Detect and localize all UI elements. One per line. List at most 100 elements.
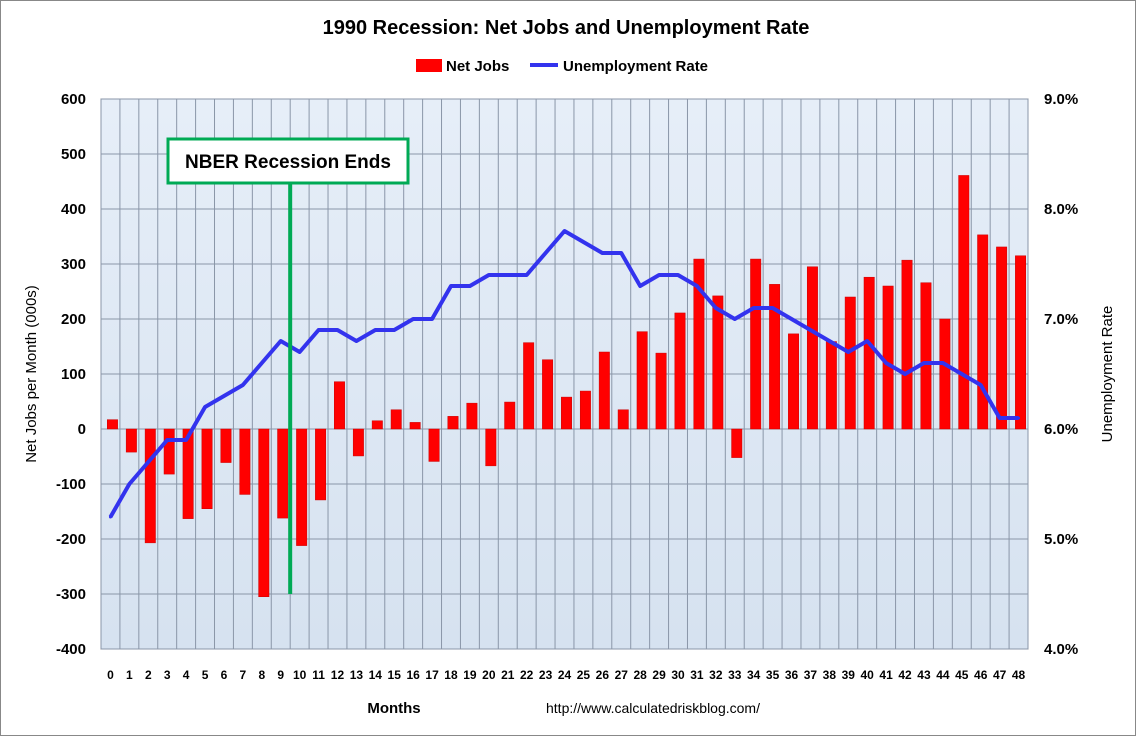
net-jobs-bar: [220, 428, 232, 463]
unemployment-rate-point: [184, 438, 188, 442]
x-tick-label: 45: [955, 668, 969, 682]
unemployment-rate-point: [203, 405, 207, 409]
recession-annotation: NBER Recession Ends: [166, 137, 410, 594]
unemployment-rate-point: [827, 339, 831, 343]
net-jobs-bar: [504, 401, 516, 430]
unemployment-rate-point: [657, 273, 661, 277]
unemployment-line-group: [108, 229, 1021, 519]
x-tick-label: 30: [671, 668, 685, 682]
y-tick-label: 400: [61, 201, 86, 218]
unemployment-rate-point: [790, 317, 794, 321]
net-jobs-bar: [674, 312, 686, 430]
net-jobs-bar: [182, 428, 194, 519]
net-jobs-bar: [315, 428, 327, 501]
x-tick-label: 10: [293, 668, 307, 682]
unemployment-rate-point: [695, 284, 699, 288]
y-tick-label: 300: [61, 256, 86, 273]
net-jobs-bar: [466, 402, 478, 430]
net-jobs-bar: [239, 428, 251, 495]
unemployment-rate-point: [998, 416, 1002, 420]
right-axis-ticks: 9.0% 8.0% 7.0% 6.0% 5.0% 4.0%: [1044, 91, 1078, 658]
x-tick-label: 39: [842, 668, 856, 682]
y-axis-label: Net Jobs per Month (000s): [23, 285, 40, 463]
unemployment-rate-point: [638, 284, 642, 288]
unemployment-rate-point: [146, 460, 150, 464]
x-tick-label: 26: [596, 668, 610, 682]
x-tick-label: 17: [425, 668, 439, 682]
x-tick-label: 41: [879, 668, 893, 682]
unemployment-rate-point: [619, 251, 623, 255]
net-jobs-bar: [693, 258, 705, 430]
x-tick-label: 7: [240, 668, 247, 682]
x-axis-ticks: 0 1 2 3 4 5 6 7 8 9 10 11 12 13 14 15 16 17 18 19 20 21 22 23 24…: [107, 668, 1025, 682]
unemployment-rate-point: [279, 339, 283, 343]
net-jobs-bar: [636, 331, 648, 430]
y-tick-label: 100: [61, 366, 86, 383]
unemployment-rate-point: [468, 284, 472, 288]
net-jobs-bar: [352, 428, 364, 457]
x-tick-label: 38: [823, 668, 837, 682]
unemployment-rate-point: [922, 361, 926, 365]
net-jobs-bar: [617, 409, 629, 430]
unemployment-rate-point: [506, 273, 510, 277]
x-tick-label: 40: [861, 668, 875, 682]
y-tick-label: 500: [61, 146, 86, 163]
source-url: http://www.calculatedriskblog.com/: [546, 700, 760, 716]
net-jobs-bar: [371, 420, 383, 430]
y2-tick-label: 4.0%: [1044, 641, 1078, 658]
x-tick-label: 28: [633, 668, 647, 682]
net-jobs-bar: [788, 333, 799, 430]
unemployment-rate-point: [298, 350, 302, 354]
unemployment-rate-point: [127, 482, 131, 486]
x-tick-label: 6: [221, 668, 228, 682]
legend: Net Jobs Unemployment Rate: [416, 58, 708, 75]
x-tick-label: 37: [804, 668, 818, 682]
y2-tick-label: 6.0%: [1044, 421, 1078, 438]
net-jobs-bar: [390, 409, 402, 430]
net-jobs-bar: [447, 416, 459, 430]
x-tick-label: 19: [463, 668, 477, 682]
net-jobs-bar: [806, 266, 818, 430]
annotation-text: NBER Recession Ends: [185, 152, 391, 173]
unemployment-rate-point: [733, 317, 737, 321]
annotation-box: [166, 137, 410, 185]
left-axis-ticks: 600 500 400 300 200 100 0 -100 -200 -300 -400: [56, 91, 86, 658]
y2-axis-label: Unemployment Rate: [1099, 306, 1116, 443]
x-tick-label: 24: [558, 668, 572, 682]
net-jobs-bar: [750, 258, 762, 430]
unemployment-rate-point: [1017, 416, 1021, 420]
net-jobs-bar: [655, 352, 667, 430]
x-tick-label: 0: [107, 668, 114, 682]
unemployment-rate-point: [960, 372, 964, 376]
unemployment-rate-point: [752, 306, 756, 310]
net-jobs-bar: [144, 428, 156, 544]
x-tick-label: 43: [917, 668, 931, 682]
x-tick-label: 44: [936, 668, 950, 682]
net-jobs-bar: [296, 428, 308, 546]
gridlines: [100, 98, 1029, 650]
net-jobs-bar: [769, 284, 781, 430]
net-jobs-bar: [977, 234, 989, 430]
x-tick-label: 5: [202, 668, 209, 682]
net-jobs-bar: [844, 296, 856, 430]
y2-tick-label: 7.0%: [1044, 311, 1078, 328]
unemployment-rate-point: [335, 328, 339, 332]
net-jobs-bar: [485, 428, 497, 467]
net-jobs-bar: [958, 175, 970, 430]
x-axis-label: Months: [367, 700, 420, 717]
unemployment-rate-point: [846, 350, 850, 354]
unemployment-rate-point: [108, 515, 112, 519]
x-tick-label: 13: [350, 668, 364, 682]
legend-label-net-jobs: Net Jobs: [446, 58, 509, 75]
x-tick-label: 11: [312, 668, 325, 682]
unemployment-rate-point: [563, 229, 566, 233]
unemployment-rate-point: [941, 361, 945, 365]
y-tick-label: -100: [56, 476, 86, 493]
x-tick-label: 25: [577, 668, 591, 682]
net-jobs-bar: [125, 428, 137, 453]
unemployment-rate-point: [487, 273, 491, 277]
net-jobs-bar: [542, 359, 554, 430]
unemployment-rate-point: [544, 251, 548, 255]
x-tick-label: 21: [501, 668, 515, 682]
